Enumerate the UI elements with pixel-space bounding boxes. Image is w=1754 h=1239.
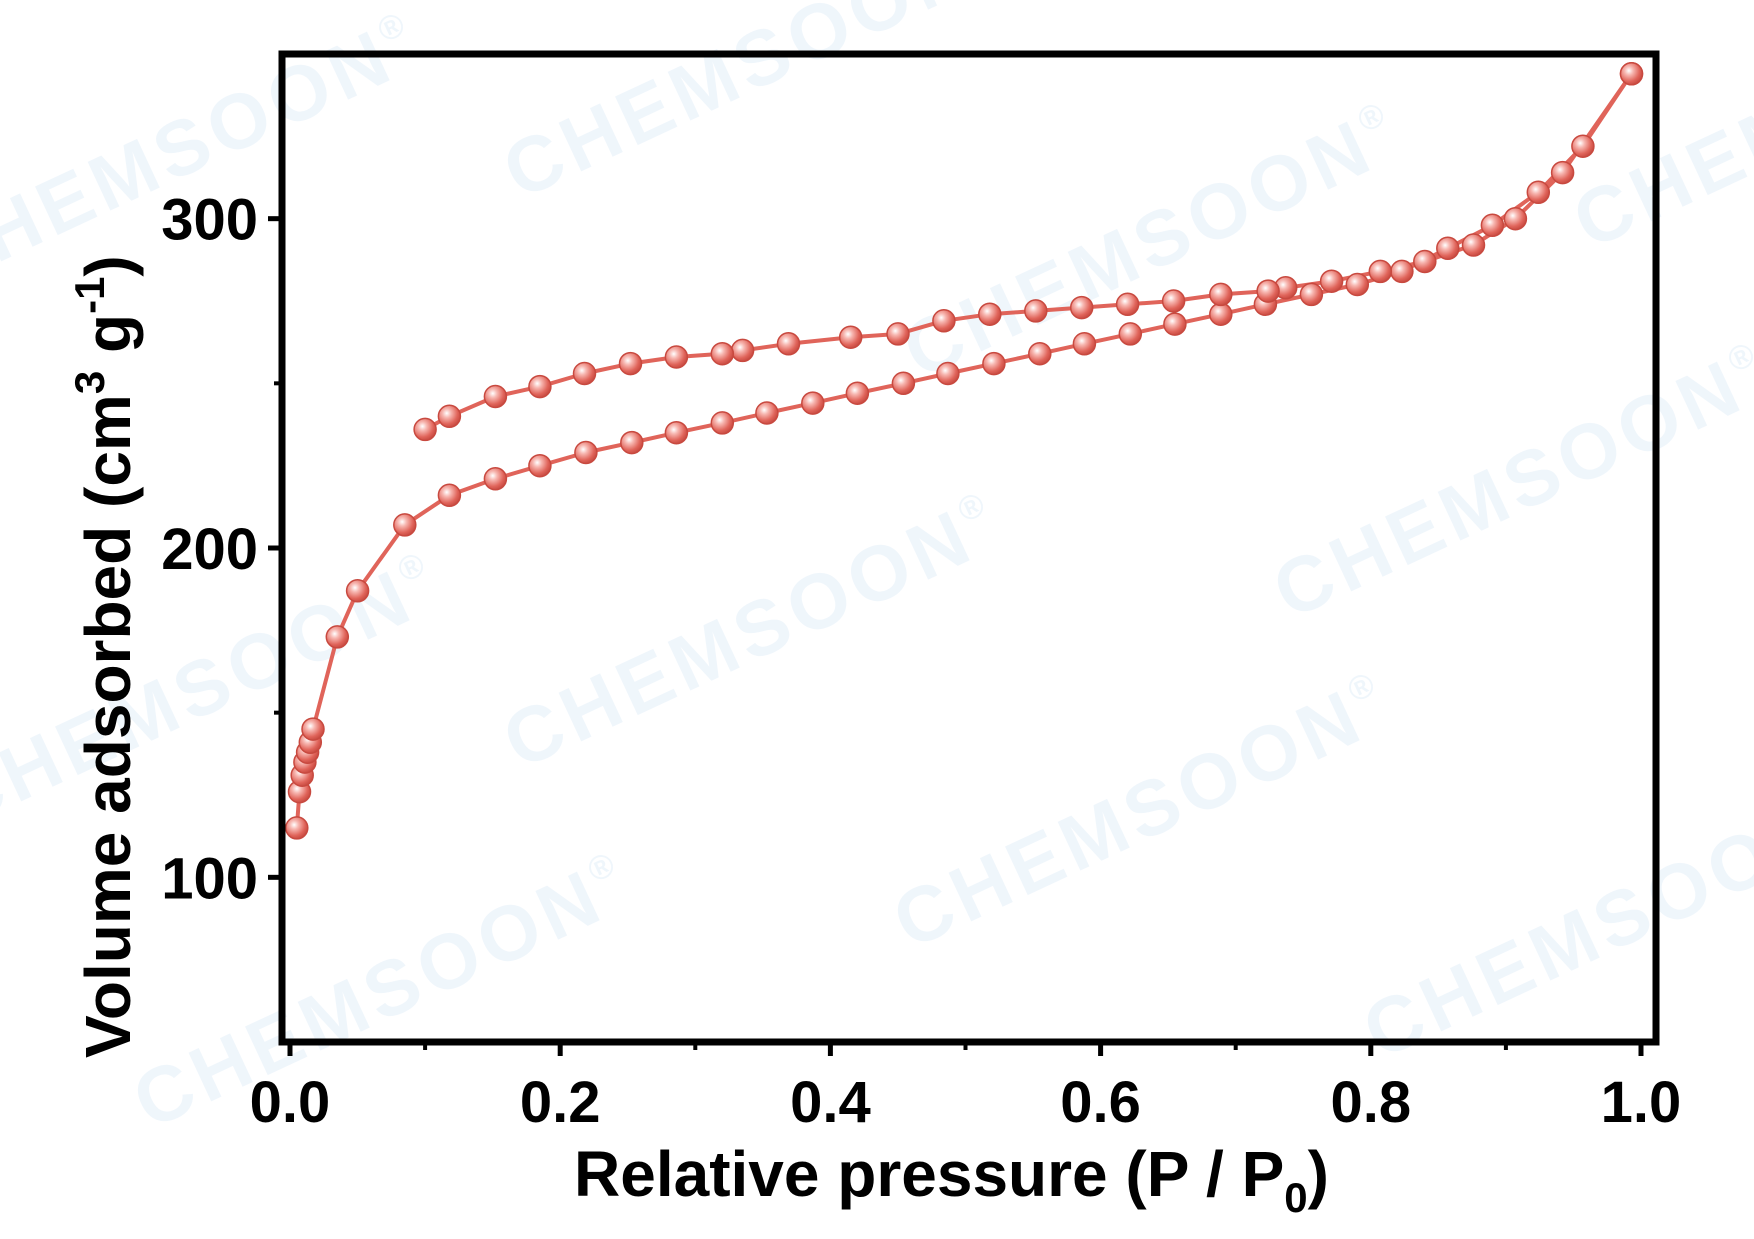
adsorption-point <box>1345 272 1370 297</box>
adsorption-point <box>664 420 689 445</box>
y-axis-title-sup2: -1 <box>66 277 113 314</box>
adsorption-point <box>1163 312 1187 336</box>
x-axis-title-end: ) <box>1308 1138 1329 1210</box>
watermark-text: CHEMSOON® <box>1350 768 1754 1075</box>
adsorption-point <box>437 483 462 508</box>
desorption-point <box>886 322 910 346</box>
adsorption-point <box>891 371 916 396</box>
watermark-registered-mark: ® <box>372 3 416 51</box>
y-axis-title-sup1: 3 <box>66 371 113 394</box>
axis-ticks: 0.0 0.2 0.4 0.6 0.8 1.0 100 200 300 <box>161 188 1681 1135</box>
adsorption-point <box>620 430 644 455</box>
adsorption-point <box>528 453 552 478</box>
desorption-point <box>710 341 735 366</box>
series-layer <box>285 62 1644 840</box>
y-tick-label: 200 <box>161 517 258 582</box>
x-tick-label: 0.4 <box>790 1070 871 1135</box>
watermark-registered-mark: ® <box>1352 93 1396 141</box>
adsorption-point <box>285 816 309 840</box>
x-tick-label: 0.8 <box>1330 1070 1411 1135</box>
desorption-point <box>932 309 956 333</box>
desorption-point <box>1319 269 1344 293</box>
adsorption-point <box>1526 180 1551 205</box>
desorption-point <box>1368 259 1393 284</box>
desorption-point <box>1550 160 1575 185</box>
desorption-point <box>1461 233 1486 257</box>
adsorption-point <box>393 513 417 537</box>
adsorption-point <box>1118 322 1143 346</box>
y-axis-title-mid: g <box>72 314 144 371</box>
adsorption-point <box>755 401 779 425</box>
adsorption-point <box>1390 259 1414 284</box>
desorption-point <box>413 417 437 442</box>
y-axis-title-end: ) <box>72 255 144 276</box>
x-tick-label: 0.6 <box>1060 1070 1141 1135</box>
watermark-registered-mark: ® <box>1722 333 1754 381</box>
desorption-point <box>664 345 689 369</box>
adsorption-point <box>1480 213 1505 238</box>
desorption-point <box>572 361 597 386</box>
y-axis-title: Volume adsorbed (cm3 g-1) <box>66 255 144 1058</box>
adsorption-point <box>845 381 870 405</box>
adsorption-point <box>710 411 735 435</box>
desorption-point <box>730 338 755 363</box>
adsorption-point <box>1209 302 1233 326</box>
x-axis-title: Relative pressure (P / P0) <box>574 1138 1329 1221</box>
x-tick-label: 0.2 <box>520 1070 601 1135</box>
desorption-point <box>978 302 1002 326</box>
desorption-point <box>838 325 863 349</box>
watermark-text: CHEMSOON® <box>490 0 1015 215</box>
desorption-point <box>1619 62 1644 86</box>
desorption-point <box>1115 292 1140 317</box>
desorption-point <box>437 404 462 429</box>
y-axis-title-main: Volume adsorbed (cm <box>72 394 144 1058</box>
desorption-point <box>776 332 801 356</box>
adsorption-point <box>345 579 370 603</box>
desorption-point <box>1069 295 1094 320</box>
x-tick-label: 0.0 <box>250 1070 331 1135</box>
adsorption-point <box>1299 282 1324 307</box>
watermark-registered-mark: ® <box>392 543 436 591</box>
adsorption-point <box>1028 341 1052 366</box>
x-axis-title-main: Relative pressure (P / P <box>574 1138 1284 1210</box>
adsorption-point <box>483 467 508 491</box>
adsorption-point <box>301 717 325 741</box>
adsorption-point <box>574 440 598 465</box>
desorption-point <box>528 374 552 399</box>
y-tick-label: 300 <box>161 188 258 253</box>
watermark-registered-mark: ® <box>582 843 626 891</box>
adsorption-point <box>982 351 1006 376</box>
adsorption-point <box>936 361 960 386</box>
desorption-point <box>1024 299 1048 323</box>
adsorption-point <box>1072 332 1097 356</box>
y-tick-label: 100 <box>161 846 258 911</box>
watermark-text: CHEMSOON® <box>890 88 1415 395</box>
adsorption-point <box>1571 134 1595 158</box>
watermark-registered-mark: ® <box>1342 663 1386 711</box>
watermark-text: CHEMSOON® <box>490 478 1015 785</box>
watermark-text: CHEMSOON® <box>880 658 1405 965</box>
watermark-text: CHEMSOON® <box>0 538 455 845</box>
desorption-point <box>1503 206 1528 231</box>
watermark-text: CHEMSOON® <box>1260 328 1754 635</box>
desorption-point <box>618 351 643 376</box>
watermark-text: CHEMSOON® <box>0 0 435 305</box>
watermark-layer: CHEMSOON®CHEMSOON®CHEMSOON®CHEMSOON®CHEM… <box>0 0 1754 1145</box>
adsorption-point <box>1436 236 1460 261</box>
desorption-point <box>483 384 508 409</box>
desorption-point <box>1161 289 1186 313</box>
watermark-registered-mark: ® <box>952 483 996 531</box>
desorption-point <box>1256 279 1280 303</box>
x-axis-title-subscript: 0 <box>1284 1174 1307 1221</box>
desorption-point <box>1413 249 1437 274</box>
adsorption-point <box>325 625 350 649</box>
desorption-point <box>1209 282 1233 307</box>
x-tick-label: 1.0 <box>1601 1070 1682 1135</box>
adsorption-point <box>801 391 825 415</box>
